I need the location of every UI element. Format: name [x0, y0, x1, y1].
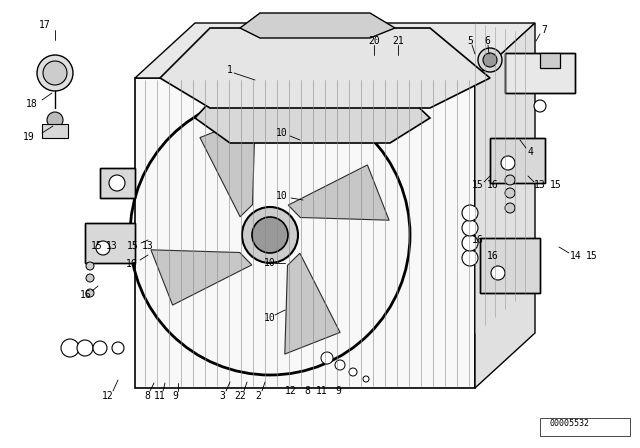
Bar — [100, 168, 135, 198]
Text: 20: 20 — [368, 36, 380, 46]
Polygon shape — [285, 253, 340, 354]
Text: 13: 13 — [106, 241, 118, 251]
Text: 6: 6 — [484, 36, 490, 46]
Text: 8: 8 — [144, 391, 150, 401]
Circle shape — [501, 156, 515, 170]
Bar — [540, 418, 630, 436]
Text: 7: 7 — [541, 25, 547, 35]
Circle shape — [93, 341, 107, 355]
Circle shape — [349, 368, 357, 376]
Text: 1: 1 — [227, 65, 233, 75]
Bar — [505, 53, 575, 93]
Text: 00005532: 00005532 — [550, 419, 590, 428]
Polygon shape — [195, 80, 430, 143]
Bar — [42, 124, 68, 138]
Polygon shape — [475, 23, 535, 388]
Text: 16: 16 — [487, 251, 499, 261]
Circle shape — [252, 217, 288, 253]
Text: 18: 18 — [26, 99, 38, 109]
Text: 12: 12 — [285, 386, 297, 396]
Text: 2: 2 — [255, 391, 261, 401]
Circle shape — [505, 175, 515, 185]
Polygon shape — [200, 116, 255, 217]
Circle shape — [505, 203, 515, 213]
Circle shape — [491, 266, 505, 280]
Text: 15: 15 — [586, 251, 598, 261]
Polygon shape — [240, 13, 395, 38]
Text: 15: 15 — [550, 180, 562, 190]
Bar — [505, 53, 575, 93]
Text: 10: 10 — [276, 191, 288, 201]
Bar — [490, 138, 545, 183]
Text: 12: 12 — [102, 391, 114, 401]
Text: 17: 17 — [39, 20, 51, 30]
Circle shape — [483, 53, 497, 67]
Bar — [135, 78, 475, 388]
Circle shape — [462, 235, 478, 251]
Circle shape — [321, 352, 333, 364]
Circle shape — [478, 48, 502, 72]
Polygon shape — [151, 250, 252, 305]
Circle shape — [363, 376, 369, 382]
Text: 5: 5 — [467, 36, 473, 46]
Text: 16: 16 — [472, 235, 484, 245]
Polygon shape — [160, 28, 490, 108]
Bar — [480, 238, 540, 293]
Circle shape — [86, 274, 94, 282]
Circle shape — [462, 205, 478, 221]
Circle shape — [61, 339, 79, 357]
Text: 15: 15 — [472, 180, 484, 190]
Bar — [85, 223, 135, 263]
Text: 22: 22 — [234, 391, 246, 401]
Bar — [85, 223, 135, 263]
Bar — [540, 53, 560, 68]
Text: 10: 10 — [264, 313, 276, 323]
Text: 3: 3 — [219, 391, 225, 401]
Circle shape — [242, 207, 298, 263]
Text: 14: 14 — [570, 251, 582, 261]
Circle shape — [86, 262, 94, 270]
Bar — [100, 168, 135, 198]
Text: 13: 13 — [534, 180, 546, 190]
Circle shape — [462, 220, 478, 236]
Text: 10: 10 — [276, 128, 288, 138]
Text: 9: 9 — [335, 386, 341, 396]
Circle shape — [335, 360, 345, 370]
Text: 13: 13 — [142, 241, 154, 251]
Text: 16: 16 — [126, 259, 138, 269]
Polygon shape — [288, 165, 389, 220]
Polygon shape — [135, 23, 535, 78]
Circle shape — [47, 112, 63, 128]
Bar — [480, 238, 540, 293]
Circle shape — [77, 340, 93, 356]
Circle shape — [96, 241, 110, 255]
Circle shape — [109, 175, 125, 191]
Text: 8: 8 — [304, 386, 310, 396]
Text: 19: 19 — [23, 132, 35, 142]
Text: 21: 21 — [392, 36, 404, 46]
Circle shape — [505, 188, 515, 198]
Text: 11: 11 — [316, 386, 328, 396]
Text: 16: 16 — [80, 290, 92, 300]
Text: 10: 10 — [264, 258, 276, 268]
Circle shape — [86, 289, 94, 297]
Text: 16: 16 — [487, 180, 499, 190]
Text: 15: 15 — [91, 241, 103, 251]
Text: 9: 9 — [172, 391, 178, 401]
Circle shape — [462, 250, 478, 266]
Circle shape — [37, 55, 73, 91]
Text: 4: 4 — [527, 147, 533, 157]
Text: 15: 15 — [127, 241, 139, 251]
Bar — [490, 138, 545, 183]
Circle shape — [43, 61, 67, 85]
Text: 11: 11 — [154, 391, 166, 401]
Circle shape — [112, 342, 124, 354]
Circle shape — [534, 100, 546, 112]
